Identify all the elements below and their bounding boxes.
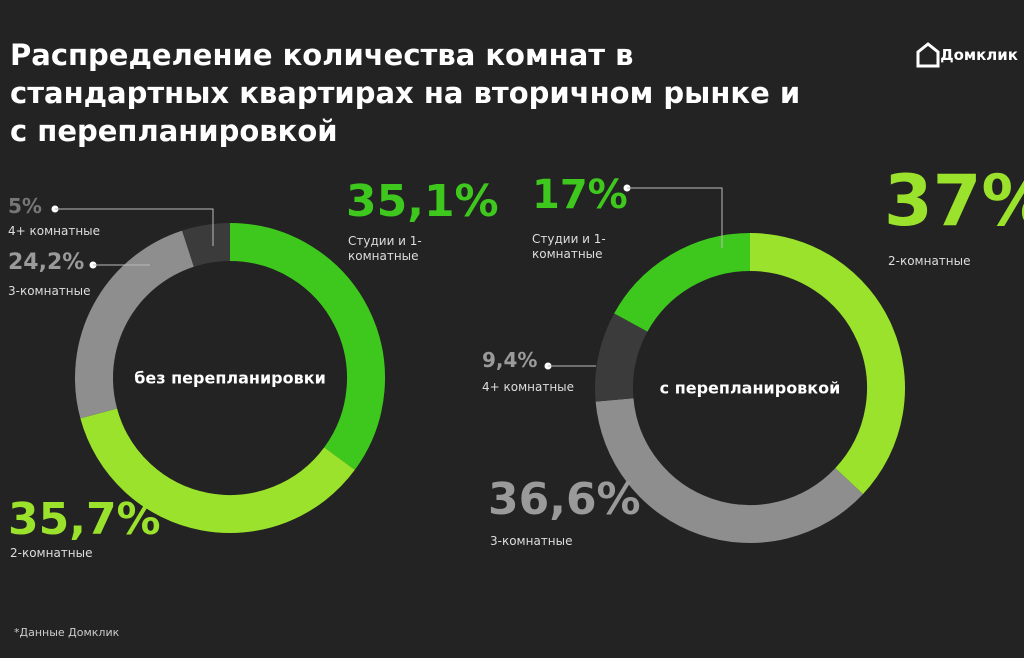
leader-line: [55, 208, 214, 246]
donut-segment: [595, 397, 863, 543]
brand-icon: [916, 42, 940, 68]
value-label: 24,2%: [8, 250, 85, 275]
category-label: 4+ комнатные: [482, 380, 575, 394]
chart-center-title: с перепланировкой: [659, 378, 841, 398]
category-label: 2-комнатные: [888, 254, 971, 268]
category-label: Студии и 1-комнатные: [348, 234, 422, 263]
donut-segment: [595, 313, 648, 402]
donut-segment: [182, 223, 231, 267]
value-label: 35,1%: [346, 176, 499, 227]
value-label: 35,7%: [8, 494, 161, 545]
category-label: Студии и 1-комнатные: [532, 232, 606, 261]
donut-segment: [749, 233, 905, 495]
brand: Домклик: [940, 46, 1018, 64]
donut-segment: [80, 408, 355, 533]
footnote: *Данные Домклик: [14, 626, 120, 639]
value-label: 36,6%: [488, 474, 641, 525]
donut-segment: [229, 223, 385, 470]
leader-line: [627, 187, 723, 248]
title: Распределение количества комнат в станда…: [10, 38, 801, 148]
category-label: 2-комнатные: [10, 546, 93, 560]
chart-center-title: без перепланировки: [134, 368, 326, 388]
value-label: 37%: [884, 160, 1024, 242]
value-label: 17%: [532, 172, 628, 218]
category-label: 4+ комнатные: [8, 224, 101, 238]
category-label: 3-комнатные: [8, 284, 91, 298]
donut-segment: [75, 230, 195, 419]
donut-segment: [614, 233, 751, 333]
category-label: 3-комнатные: [490, 534, 573, 548]
value-label: 9,4%: [482, 348, 538, 372]
value-label: 5%: [8, 194, 42, 218]
